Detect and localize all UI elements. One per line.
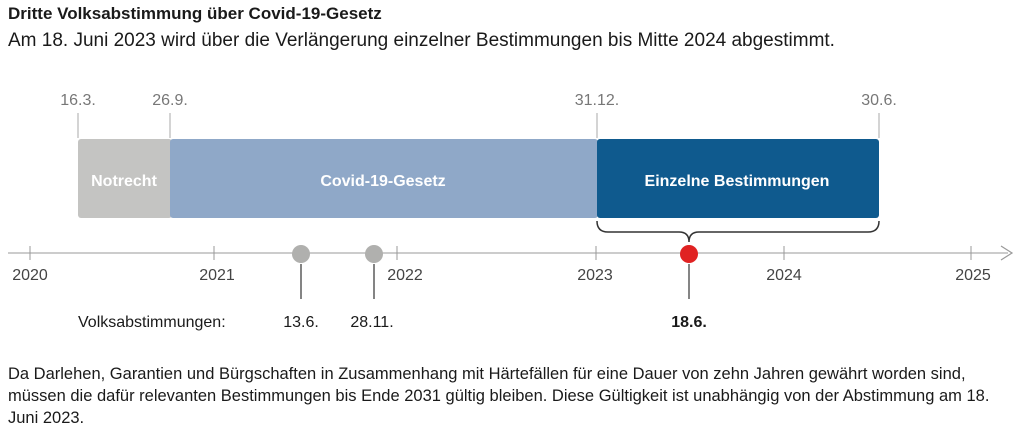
period-bar-notrecht xyxy=(78,139,172,218)
timeline-diagram: 16.3. 26.9. 31.12. 30.6. Notrecht Covid-… xyxy=(8,92,1014,331)
vote-dot xyxy=(365,245,383,263)
vote-dot-current xyxy=(680,245,698,263)
period-label: Notrecht xyxy=(91,173,157,190)
period-label: Einzelne Bestimmungen xyxy=(645,173,830,190)
bracket xyxy=(596,220,880,243)
footnote: Da Darlehen, Garantien und Bürgschaften … xyxy=(8,365,990,427)
year-label: 2023 xyxy=(577,267,613,284)
page-subtitle: Am 18. Juni 2023 wird über die Verlänger… xyxy=(8,30,835,51)
period-label: Covid-19-Gesetz xyxy=(320,173,445,190)
period-date-label: 16.3. xyxy=(60,92,96,109)
period-date-label: 30.6. xyxy=(861,92,897,109)
period-date-label: 26.9. xyxy=(152,92,188,109)
vote-date-label: 13.6. xyxy=(283,314,319,331)
period-date-label: 31.12. xyxy=(575,92,619,109)
vote-dot xyxy=(292,245,310,263)
year-label: 2020 xyxy=(12,267,48,284)
vote-date-label: 28.11. xyxy=(350,314,393,331)
period-bar-einzelne-bestimmungen xyxy=(597,139,879,218)
axis-arrow xyxy=(1000,245,1014,261)
year-label: 2022 xyxy=(387,267,423,284)
period-bar-covid-gesetz xyxy=(170,139,598,218)
vote-date-label-current: 18.6. xyxy=(671,314,707,331)
year-label: 2024 xyxy=(766,267,802,284)
year-label: 2025 xyxy=(955,267,991,284)
votes-label: Volksabstimmungen: xyxy=(78,314,226,331)
page-title: Dritte Volksabstimmung über Covid-19-Ges… xyxy=(8,4,382,23)
year-label: 2021 xyxy=(199,267,235,284)
